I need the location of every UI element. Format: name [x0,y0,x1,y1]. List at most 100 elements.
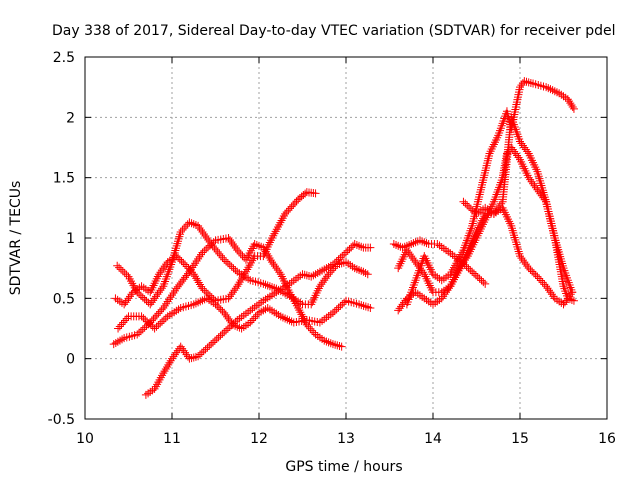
data-point [122,270,131,279]
data-point [439,292,448,301]
data-point [146,300,155,309]
data-point [194,254,203,263]
data-point [468,206,477,215]
data-point [233,246,242,255]
data-point [361,302,370,311]
series-track-6 [389,236,490,288]
data-point [205,341,214,350]
data-point [136,327,145,336]
data-point [268,258,277,267]
data-point [149,296,158,305]
data-point [272,264,281,273]
data-point [517,81,526,90]
data-point [273,266,282,275]
data-point [181,222,190,231]
data-point [305,272,314,281]
data-point [147,298,156,307]
data-point [336,301,345,310]
data-point [197,225,205,234]
data-point [220,255,229,264]
data-point [200,286,209,295]
data-point [404,248,413,257]
data-point [567,295,576,304]
data-point [516,83,524,92]
data-point [410,256,419,265]
data-point [138,325,147,334]
data-point [366,243,375,252]
data-point [239,271,248,280]
data-point [510,147,519,156]
data-point [311,189,320,198]
data-point [294,303,303,312]
data-point [269,260,278,269]
data-point [149,314,158,323]
data-point [183,269,192,278]
data-point [511,149,520,158]
data-point [181,260,190,269]
data-point [127,290,136,299]
data-point [418,268,427,277]
y-axis-title: SDTVAR / TECUs [8,181,24,296]
data-point [152,292,161,301]
data-point [230,242,239,251]
data-point [394,306,403,315]
data-point [489,209,498,218]
data-point [172,252,181,261]
data-point [308,326,317,335]
data-point [197,348,206,357]
data-point [411,258,420,267]
data-point [165,295,174,304]
data-point [168,354,176,363]
data-point [533,272,542,281]
data-point [297,310,306,319]
data-point [520,143,529,152]
x-axis-title: GPS time / hours [285,459,402,475]
data-point [518,256,527,265]
data-point [109,340,118,349]
y-tick-label: 1.5 [53,171,75,187]
data-point [395,304,404,313]
data-point [178,226,187,235]
data-point [236,249,245,258]
data-point [183,352,192,361]
series-track-3 [109,234,346,351]
data-point [521,145,530,154]
data-point [420,238,429,247]
data-point [531,270,540,279]
data-point [220,308,229,317]
data-point [238,251,247,260]
data-point [204,289,213,298]
data-point [524,78,533,87]
data-point [523,147,532,156]
data-point [514,153,523,162]
data-point [199,347,208,356]
data-point [543,284,552,293]
data-point [568,288,577,297]
data-point [230,286,239,295]
data-point [266,256,275,265]
data-point [461,199,470,208]
data-point [263,249,272,258]
data-point [298,312,307,321]
data-point [121,316,130,325]
data-point [113,337,122,346]
data-point [114,324,123,333]
y-tick-label: 2.5 [53,50,75,66]
data-points [109,77,578,399]
data-point [479,278,488,287]
data-point [236,276,245,285]
data-point [234,247,243,256]
data-point [304,322,313,331]
data-point [152,311,161,320]
data-point [265,253,274,262]
data-point [520,258,529,267]
data-point [117,320,126,329]
data-point [192,257,201,266]
data-point [113,261,122,270]
data-point [330,307,339,316]
data-point [195,252,204,261]
data-point [212,335,221,344]
data-point [161,314,170,323]
data-point [526,175,535,184]
data-point [364,303,373,312]
